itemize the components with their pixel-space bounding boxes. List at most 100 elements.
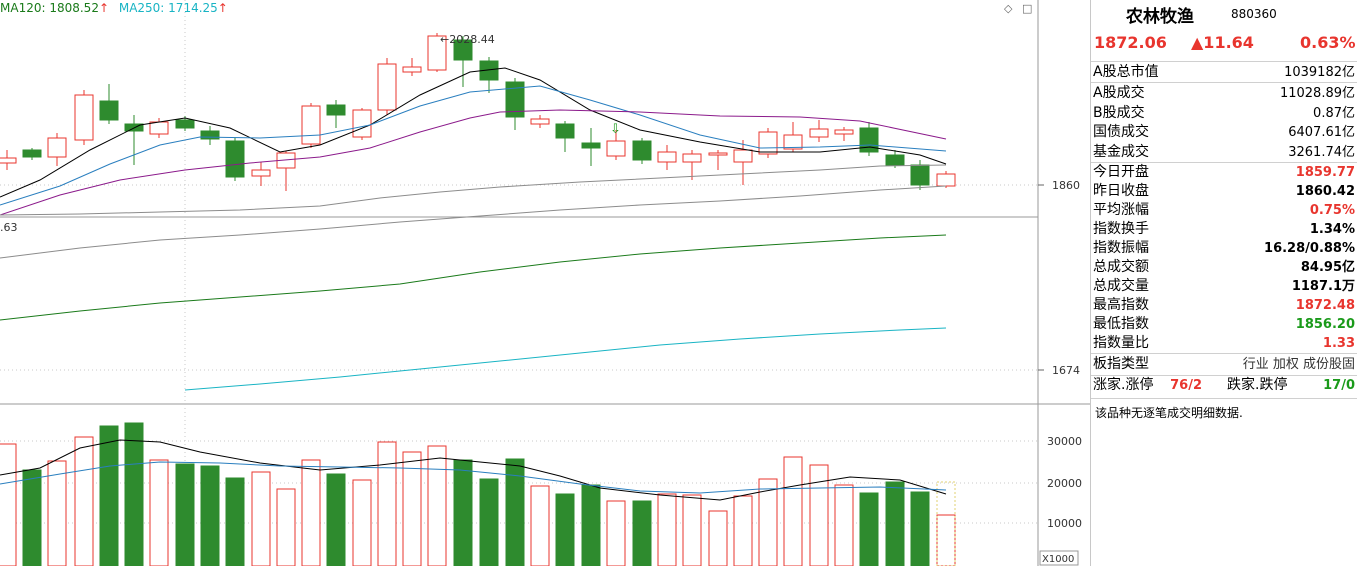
price-change-percent: 0.63% [1300, 33, 1356, 52]
left-edge-value: .63 [0, 221, 18, 234]
index-type-row: 板指类型 行业 加权 成份股固 [1091, 355, 1355, 374]
candle-up [758, 131, 778, 155]
ma120-line [0, 234, 947, 321]
stat-label: 总成交额 [1093, 259, 1149, 275]
stat-row: 总成交额 84.95亿 [1091, 258, 1355, 277]
divider [1091, 162, 1357, 163]
diamond-icon[interactable]: ◇ [1004, 2, 1013, 15]
stat-label: 平均涨幅 [1093, 202, 1149, 218]
turnover-value: 6407.61亿 [1288, 125, 1355, 140]
stat-value: 1187.1万 [1291, 279, 1355, 294]
ma-legend: MA120: 1808.52↑ MA250: 1714.25↑ [0, 1, 234, 15]
volume-bar-up [402, 451, 422, 566]
candle-down [99, 100, 119, 121]
candle-up [47, 137, 67, 158]
stat-value: 1860.42 [1295, 184, 1355, 199]
tick-data-note: 该品种无逐笔成交明细数据. [1095, 406, 1243, 420]
volume-bar-up [758, 478, 778, 566]
volume-bar-up [352, 479, 372, 566]
volume-highlight [936, 481, 956, 566]
stat-value: 1.33 [1322, 336, 1355, 351]
volume-tick-label: 30000 [1047, 435, 1082, 448]
candle-up [402, 66, 422, 73]
ma60-line [0, 164, 947, 216]
square-icon[interactable]: □ [1021, 2, 1033, 15]
turnover-label: B股成交 [1093, 104, 1145, 121]
candle-down [225, 140, 245, 178]
volume-bar-down [22, 469, 42, 566]
stat-row: 今日开盘 1859.77 [1091, 163, 1355, 182]
stat-row: 总成交量 1187.1万 [1091, 277, 1355, 296]
stat-label: 最高指数 [1093, 297, 1149, 313]
stat-value: 1.34% [1309, 222, 1355, 237]
stat-value: 0.75% [1309, 203, 1355, 218]
price-tick-label: 1674 [1052, 364, 1080, 377]
volume-bar-down [505, 458, 525, 566]
stat-value: 1856.20 [1295, 317, 1355, 332]
ma250-line [184, 327, 947, 391]
candle-down [453, 39, 473, 61]
candle-up [530, 118, 550, 125]
volume-bar-down [859, 492, 879, 566]
turnover-label: A股成交 [1093, 85, 1145, 101]
candle-up [149, 121, 169, 135]
candle-up [783, 134, 803, 150]
stat-label: 昨日收盘 [1093, 183, 1149, 199]
stat-value: 1872.48 [1295, 298, 1355, 313]
index-type-label: 板指类型 [1093, 356, 1149, 372]
candle-up [301, 105, 321, 145]
volume-bar-down [910, 491, 930, 566]
volume-bar-up [606, 500, 626, 566]
candle-down [859, 127, 879, 153]
stat-value: 84.95亿 [1300, 260, 1355, 275]
stat-row: 昨日收盘 1860.42 [1091, 182, 1355, 201]
candle-down [200, 130, 220, 140]
breadth-row: 涨家.涨停 76/2 跌家.跌停 17/0 [1091, 376, 1355, 395]
volume-bar-up [682, 494, 702, 566]
ma120-legend: MA120: 1808.52↑ [0, 1, 110, 15]
stat-label: 最低指数 [1093, 316, 1149, 332]
turnover-label: 基金成交 [1093, 143, 1149, 160]
stat-value: 16.28/0.88% [1264, 241, 1355, 256]
stat-value: 1859.77 [1295, 165, 1355, 180]
kline-chart[interactable]: 1860 1674 30000 20000 10000 X1000 .63 ←2028.44 ⇩… [0, 0, 1090, 566]
market-cap-row: A股总市值 1039182亿 [1091, 63, 1355, 82]
candle-down [505, 81, 525, 118]
volume-bar-up [377, 441, 397, 566]
volume-bar-down [632, 500, 652, 566]
volume-ma5-line [0, 439, 947, 501]
turnover-value: 0.87亿 [1313, 105, 1355, 121]
candle-up [377, 63, 397, 111]
stat-row: 平均涨幅 0.75% [1091, 201, 1355, 220]
volume-bar-down [175, 463, 195, 566]
high-price-label: ←2028.44 [440, 33, 495, 46]
market-cap-label: A股总市值 [1093, 64, 1159, 80]
volume-bar-down [225, 477, 245, 566]
ma60-lower-line [0, 185, 947, 259]
volume-bar-up [733, 495, 753, 566]
volume-unit-label: X1000 [1042, 554, 1074, 565]
up-count-value: 76/2 [1170, 378, 1202, 393]
candle-up [606, 140, 626, 157]
turnover-row: A股成交 11028.89亿 [1091, 84, 1355, 103]
turnover-row: 基金成交 3261.74亿 [1091, 143, 1355, 162]
divider [1091, 61, 1357, 62]
candle-down [326, 104, 346, 116]
volume-bar-down [124, 422, 144, 566]
kline-svg[interactable]: 1860 1674 30000 20000 10000 X1000 .63 ←2028.44 ⇩ [0, 0, 1090, 566]
volume-bar-up [783, 456, 803, 566]
stat-label: 指数振幅 [1093, 240, 1149, 256]
candle-up [834, 129, 854, 135]
volume-bar-down [326, 473, 346, 566]
volume-bar-down [453, 459, 473, 566]
index-code: 880360 [1231, 7, 1277, 21]
volume-bar-down [200, 465, 220, 566]
price-change: ▲11.64 [1191, 33, 1254, 52]
down-count-value: 17/0 [1323, 378, 1355, 393]
turnover-value: 3261.74亿 [1288, 144, 1355, 160]
volume-bar-up [657, 493, 677, 566]
volume-bar-down [99, 425, 119, 566]
candle-up [733, 149, 753, 163]
volume-bar-up [708, 510, 728, 566]
volume-unit-box [1039, 550, 1079, 566]
